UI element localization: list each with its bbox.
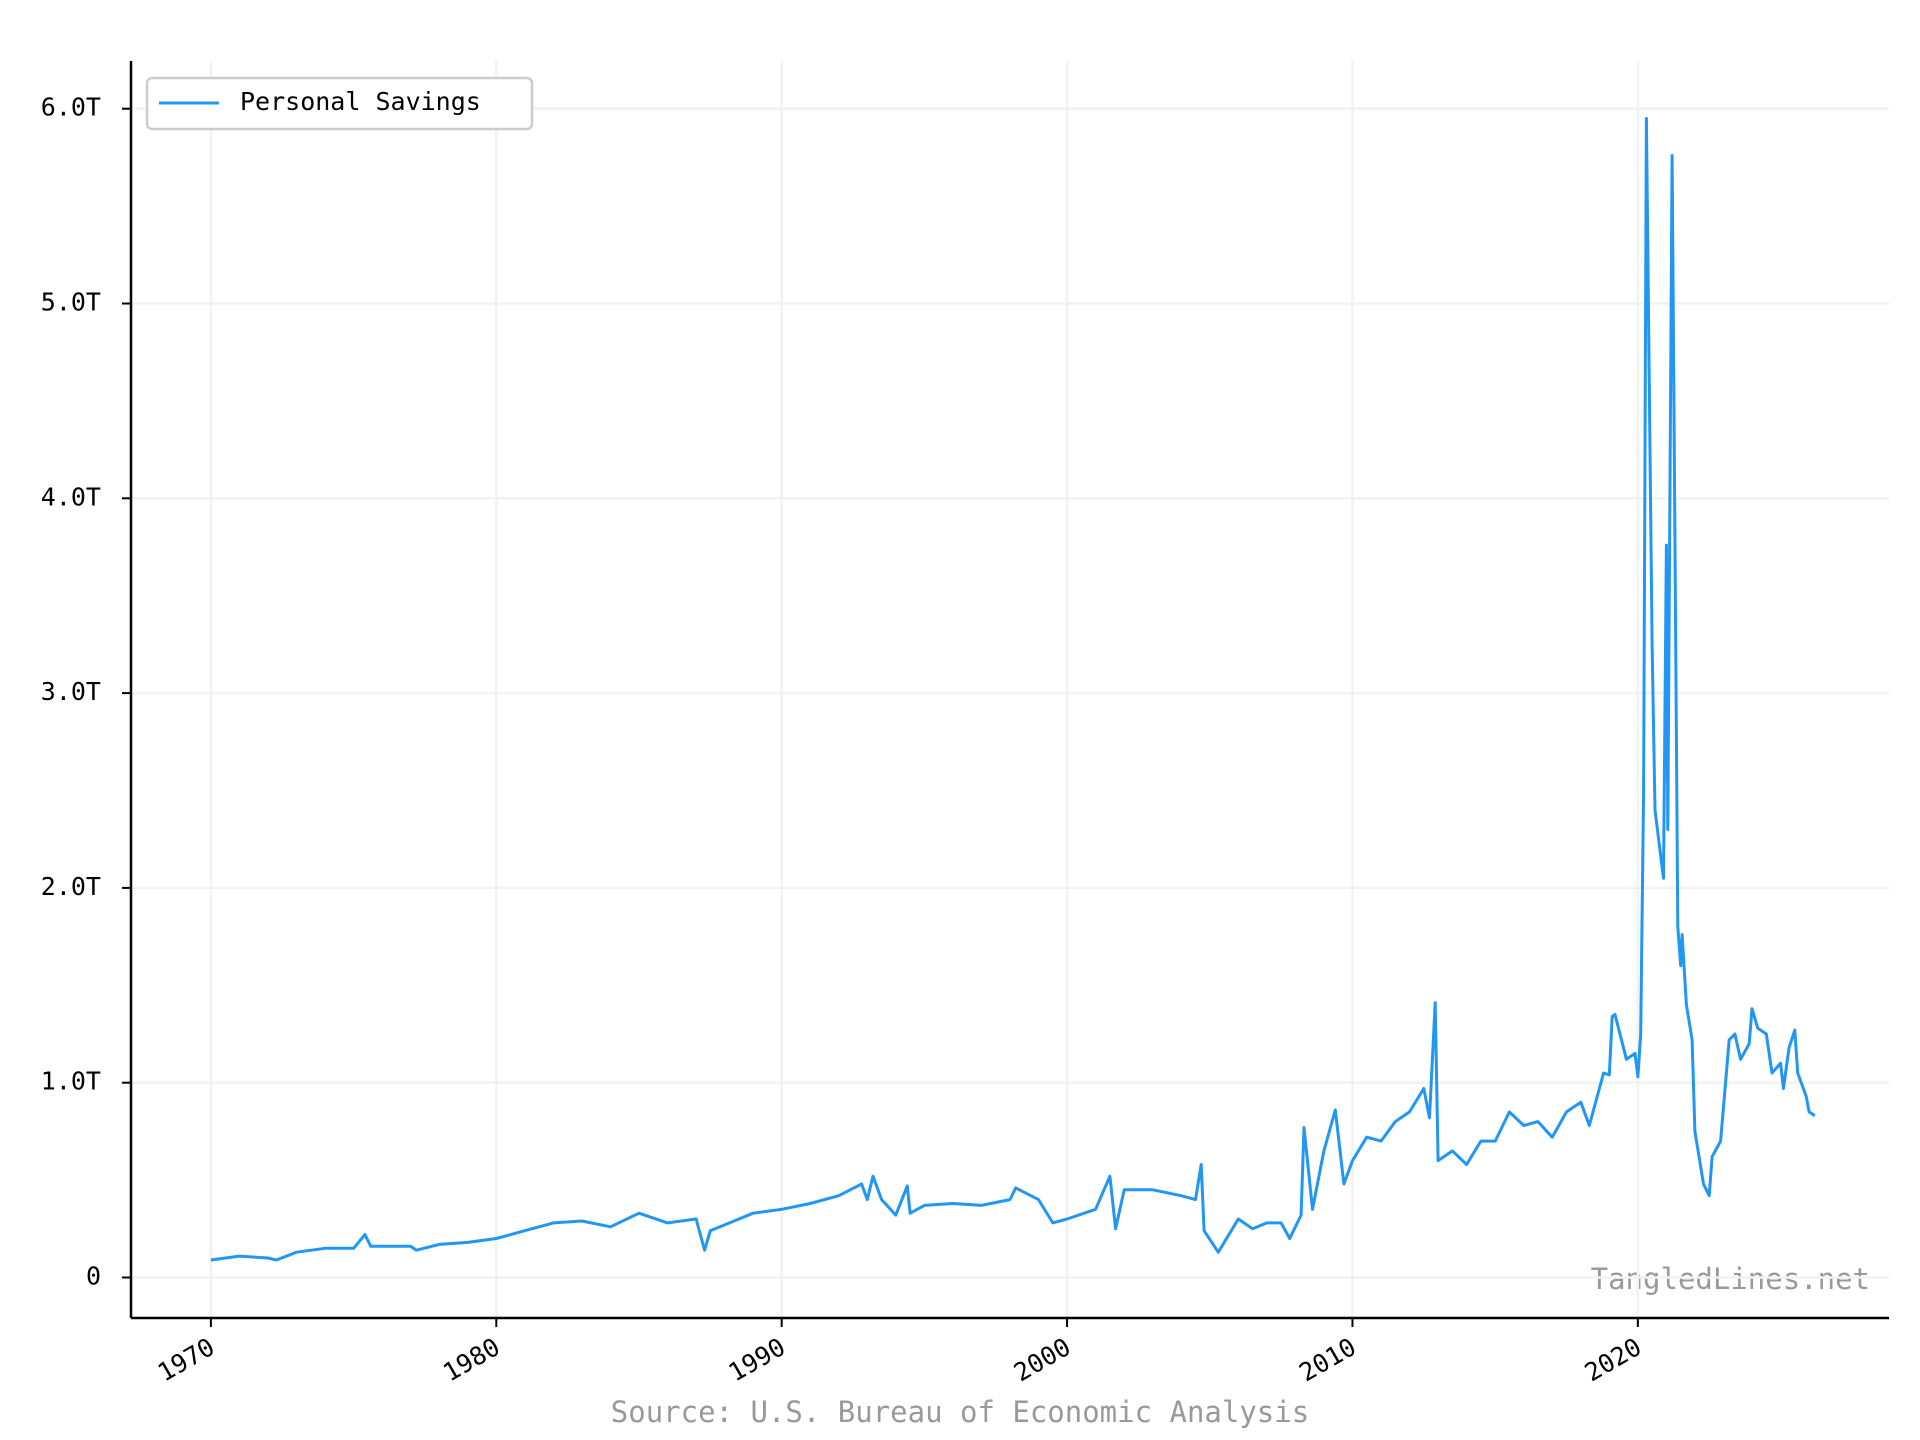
- source-note: Source: U.S. Bureau of Economic Analysis: [611, 1395, 1309, 1429]
- y-tick-label: 5.0T: [41, 288, 101, 317]
- y-tick-label: 2.0T: [41, 872, 101, 901]
- x-tick-label: 1970: [153, 1332, 220, 1387]
- y-tick-label: 4.0T: [41, 482, 101, 511]
- x-tick-label: 1990: [724, 1332, 791, 1387]
- x-tick-label: 2020: [1580, 1332, 1647, 1387]
- y-tick-label: 0: [86, 1261, 101, 1290]
- x-tick-label: 2010: [1294, 1332, 1361, 1387]
- legend-box: [145, 76, 534, 131]
- y-tick-label: 1.0T: [41, 1067, 101, 1096]
- y-tick-label: 3.0T: [41, 677, 101, 706]
- x-tick-label: 1980: [438, 1332, 505, 1387]
- y-tick-label: 6.0T: [41, 93, 101, 122]
- legend: Personal Savings: [145, 76, 534, 131]
- data-line: [210, 117, 1816, 1262]
- watermark: TangledLines.net: [1591, 1262, 1870, 1296]
- legend-label: Personal Savings: [240, 87, 481, 116]
- x-tick-label: 2000: [1009, 1332, 1076, 1387]
